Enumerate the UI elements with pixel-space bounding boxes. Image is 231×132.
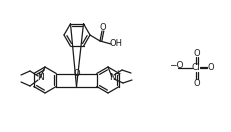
Text: Cl: Cl [191,63,201,72]
Text: N: N [37,74,43,82]
Text: +: + [114,69,120,77]
Text: O: O [208,63,214,72]
Text: O: O [100,23,106,32]
Text: O: O [193,48,200,58]
Text: O: O [73,69,80,78]
Text: O: O [193,79,200,88]
Text: N: N [109,72,115,81]
Text: −O: −O [169,60,183,70]
Text: OH: OH [109,39,122,48]
